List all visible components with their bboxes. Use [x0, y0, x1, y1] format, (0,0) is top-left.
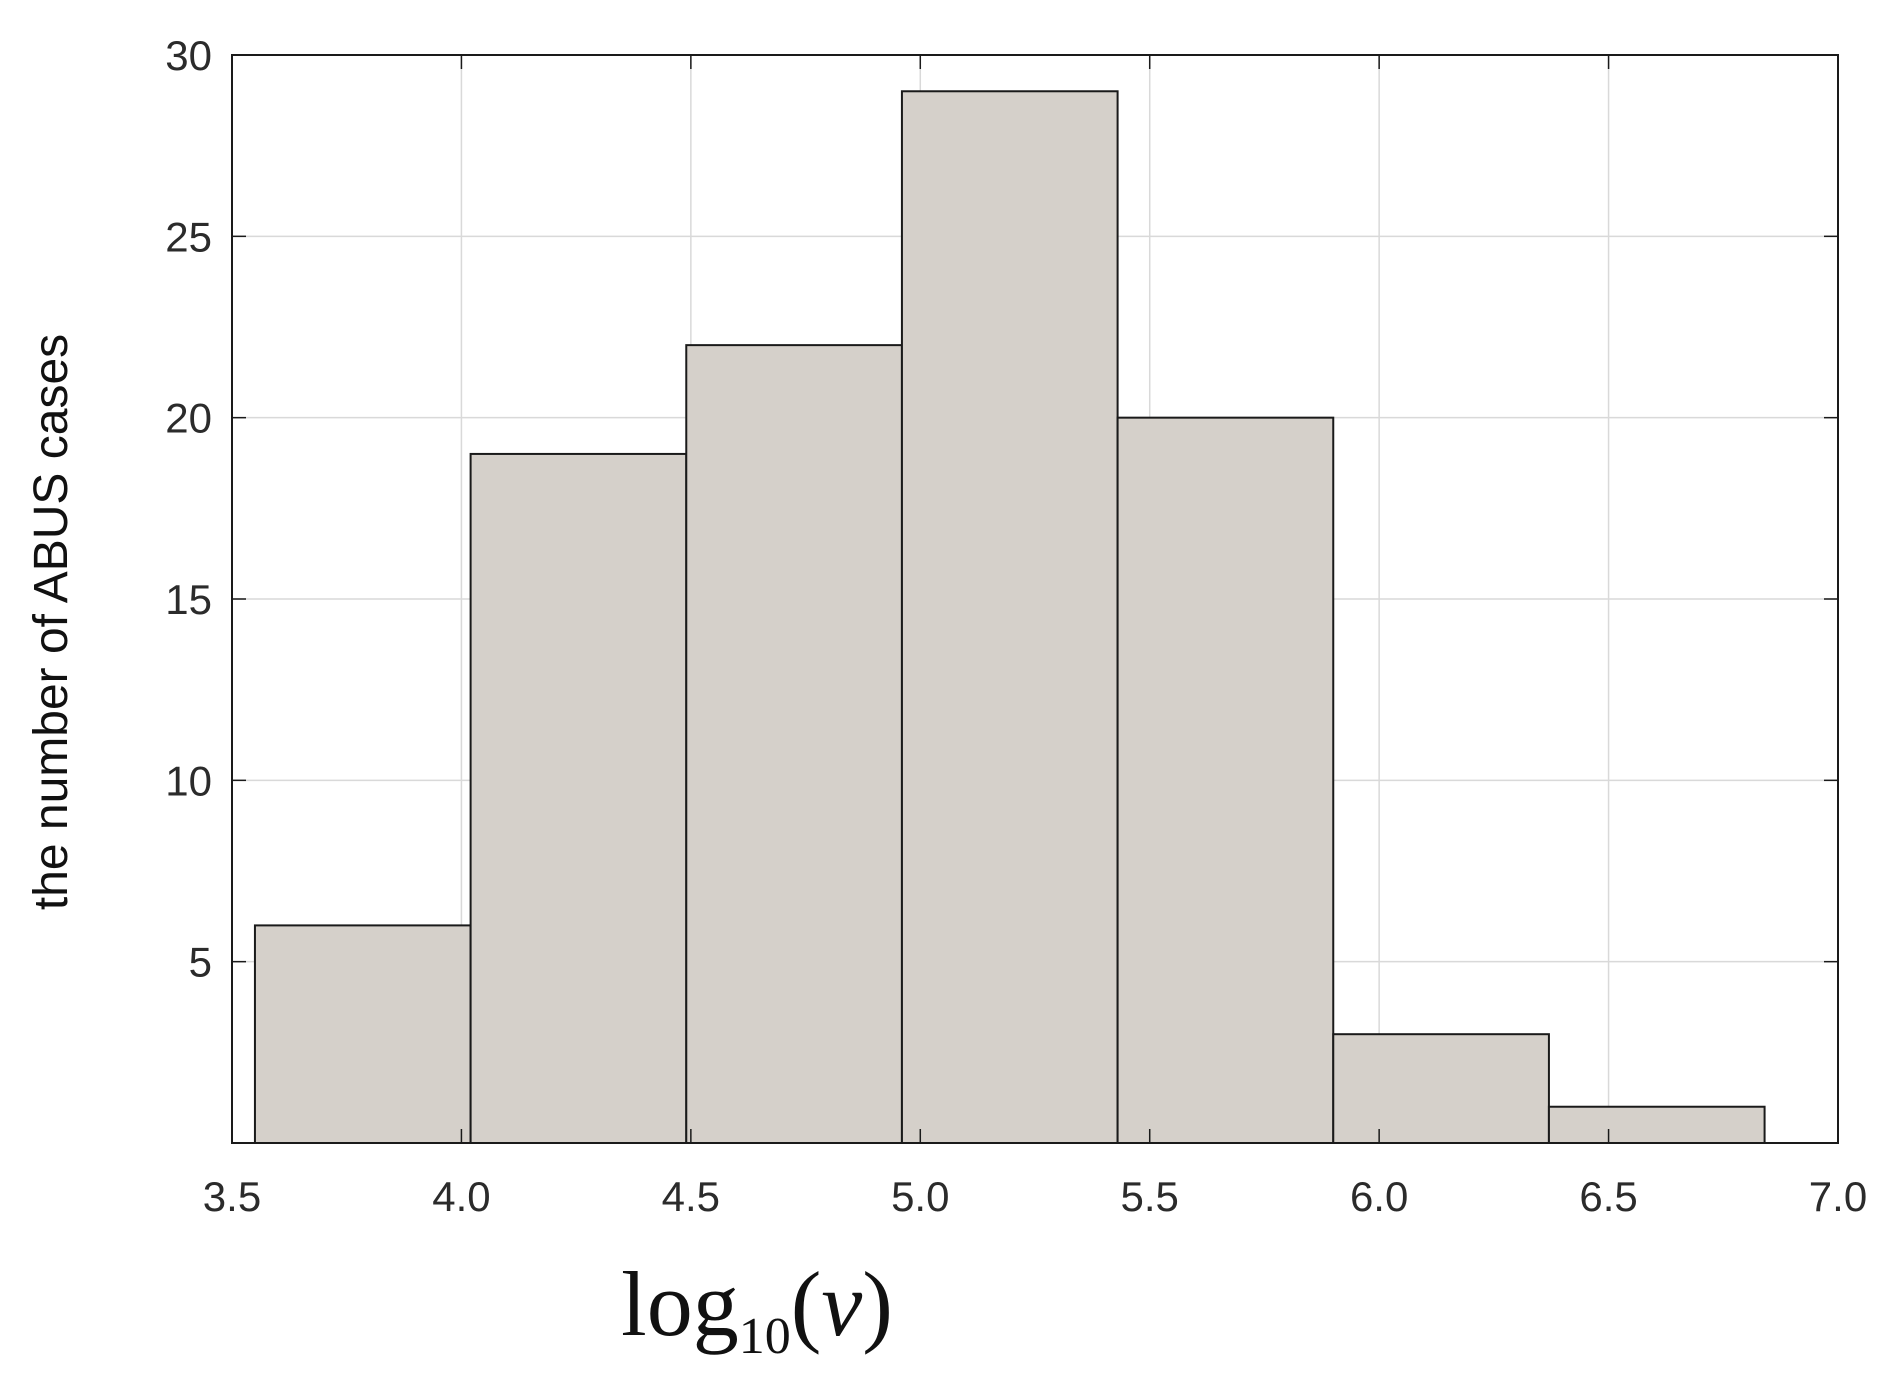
y-tick-labels: 5 10 15 20 25 30 — [165, 32, 212, 986]
x-tick-label-3: 5.0 — [891, 1173, 949, 1220]
y-tick-label-2: 15 — [165, 576, 212, 623]
tick-marks — [231, 54, 1839, 1143]
histogram-bars — [253, 90, 1766, 1145]
x-tick-label-0: 3.5 — [203, 1173, 261, 1220]
y-axis-label: the number of ABUS cases — [25, 334, 78, 910]
histogram-bar-2 — [685, 344, 903, 1144]
y-tick-label-3: 20 — [165, 395, 212, 442]
histogram-bar-5 — [1332, 1033, 1550, 1144]
x-tick-label-2: 4.5 — [662, 1173, 720, 1220]
x-tick-label-6: 6.5 — [1579, 1173, 1637, 1220]
y-tick-label-4: 25 — [165, 213, 212, 260]
x-tick-label-4: 5.5 — [1121, 1173, 1179, 1220]
histogram-bar-3 — [900, 90, 1119, 1144]
x-axis-label-subscript: 10 — [739, 1308, 791, 1365]
histogram-bar-4 — [1116, 416, 1335, 1144]
x-tick-label-1: 4.0 — [432, 1173, 490, 1220]
x-tick-label-7: 7.0 — [1809, 1173, 1867, 1220]
histogram-bar-6 — [1547, 1105, 1766, 1144]
histogram-bar-0 — [253, 924, 472, 1145]
x-tick-label-5: 6.0 — [1350, 1173, 1408, 1220]
y-tick-label-1: 10 — [165, 757, 212, 804]
x-axis-label-base: log — [621, 1253, 739, 1355]
x-tick-labels: 3.5 4.0 4.5 5.0 5.5 6.0 6.5 7.0 — [203, 1173, 1867, 1220]
x-axis-label: log10(v) — [621, 1253, 893, 1365]
y-tick-label-0: 5 — [189, 939, 212, 986]
histogram-bar-1 — [469, 452, 688, 1144]
x-axis-label-argument: v — [821, 1253, 862, 1355]
y-tick-label-5: 30 — [165, 32, 212, 79]
